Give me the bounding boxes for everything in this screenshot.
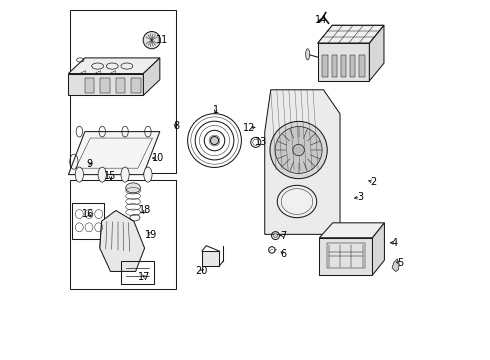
Bar	[100, 78, 110, 93]
Text: 19: 19	[145, 230, 157, 239]
Text: 7: 7	[281, 231, 287, 240]
Polygon shape	[319, 223, 385, 238]
Bar	[85, 78, 94, 93]
Circle shape	[275, 127, 322, 174]
Text: 14: 14	[315, 15, 327, 26]
Text: 3: 3	[357, 192, 364, 202]
Text: 16: 16	[82, 209, 94, 219]
Text: 11: 11	[156, 35, 168, 45]
Text: 8: 8	[173, 121, 179, 131]
Polygon shape	[69, 73, 144, 95]
Bar	[359, 55, 365, 77]
Ellipse shape	[126, 183, 141, 193]
Text: 13: 13	[255, 137, 267, 147]
Text: 2: 2	[370, 177, 376, 187]
Bar	[122, 261, 153, 284]
Ellipse shape	[277, 185, 317, 218]
Circle shape	[211, 136, 219, 145]
Polygon shape	[69, 58, 160, 73]
Bar	[350, 55, 355, 77]
Polygon shape	[319, 238, 372, 275]
Bar	[131, 78, 141, 93]
Circle shape	[270, 121, 327, 179]
Polygon shape	[202, 251, 219, 266]
Polygon shape	[144, 58, 160, 95]
Ellipse shape	[98, 167, 106, 182]
Polygon shape	[100, 211, 145, 271]
Bar	[72, 203, 104, 239]
Polygon shape	[392, 259, 399, 271]
Circle shape	[273, 234, 277, 238]
Circle shape	[293, 144, 304, 156]
Text: 6: 6	[281, 248, 287, 258]
Text: 10: 10	[152, 153, 164, 163]
Ellipse shape	[75, 167, 83, 182]
Text: 4: 4	[392, 238, 398, 248]
Bar	[322, 55, 328, 77]
Bar	[332, 55, 337, 77]
Text: 9: 9	[86, 159, 92, 169]
Text: 18: 18	[139, 206, 151, 216]
Bar	[341, 55, 346, 77]
Ellipse shape	[306, 49, 310, 60]
Polygon shape	[318, 43, 369, 81]
Text: 1: 1	[213, 105, 219, 115]
Text: 20: 20	[195, 266, 207, 276]
Polygon shape	[265, 90, 340, 234]
Text: 15: 15	[104, 171, 117, 181]
Ellipse shape	[121, 167, 129, 182]
Text: 12: 12	[243, 123, 255, 133]
Text: 17: 17	[138, 272, 151, 282]
Bar	[70, 180, 176, 289]
Ellipse shape	[144, 167, 152, 182]
Polygon shape	[372, 223, 385, 275]
Polygon shape	[318, 26, 384, 43]
Polygon shape	[369, 26, 384, 81]
Polygon shape	[69, 132, 160, 175]
Bar	[116, 78, 125, 93]
Circle shape	[143, 32, 160, 49]
Text: 5: 5	[397, 258, 403, 268]
Bar	[70, 10, 176, 173]
